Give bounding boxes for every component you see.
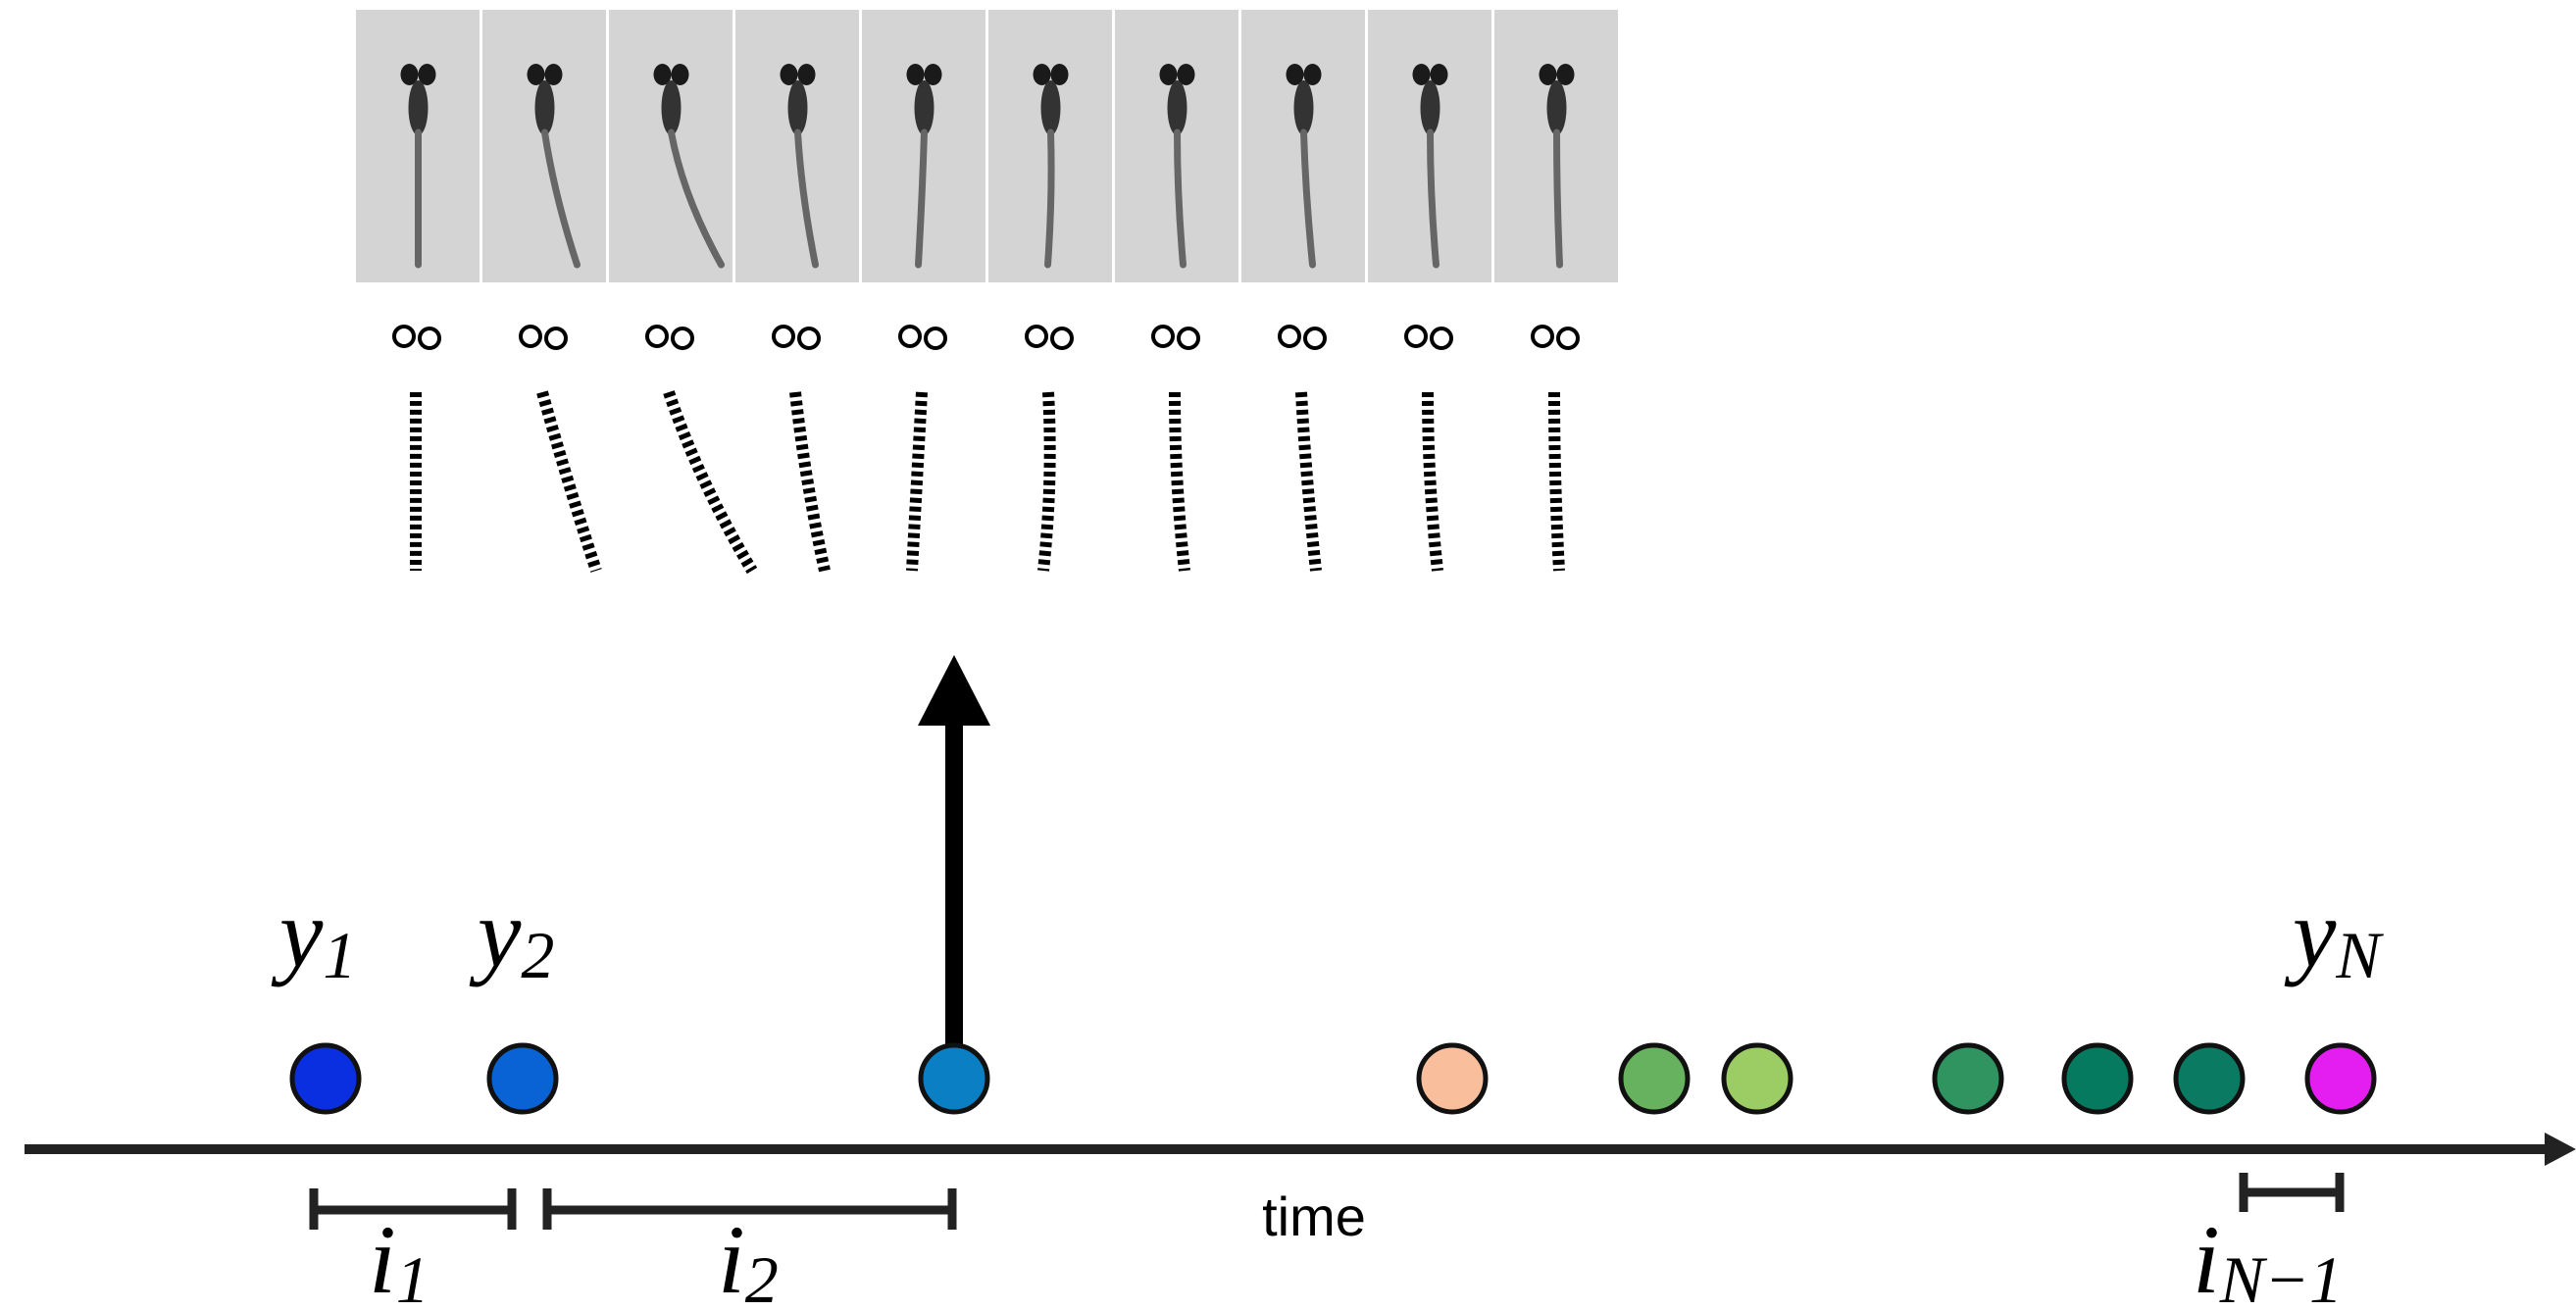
- pose-tail: [1548, 391, 1565, 572]
- pose-eye: [671, 327, 694, 350]
- event-dot: [486, 1042, 559, 1115]
- fish-eye: [1430, 64, 1448, 85]
- fish-eye: [1412, 64, 1431, 85]
- fish-body: [661, 80, 682, 135]
- video-frames: [356, 10, 1618, 282]
- arrow-head: [918, 655, 990, 726]
- fish-tail: [915, 128, 928, 269]
- pose-eye: [1025, 325, 1048, 348]
- fish-eye: [924, 64, 942, 85]
- fish-eye: [1303, 64, 1322, 85]
- fish-tail: [1427, 128, 1440, 269]
- pose-eye: [898, 325, 922, 348]
- fish-body: [914, 80, 934, 135]
- events: [289, 1042, 2377, 1115]
- interval-label: i1: [369, 1205, 429, 1311]
- pose-eye: [1531, 325, 1554, 348]
- pose-eye: [418, 327, 441, 350]
- event-label: y2: [469, 879, 554, 992]
- pose-tail: [906, 391, 928, 572]
- event-dot: [918, 1042, 990, 1115]
- interval-brackets: [309, 1173, 2345, 1230]
- interval-label: iN−1: [2193, 1205, 2343, 1311]
- fish-eye: [1556, 64, 1575, 85]
- event-dot: [289, 1042, 362, 1115]
- pose-eye: [645, 325, 669, 348]
- event-dot: [2061, 1042, 2134, 1115]
- pose-tail: [1037, 391, 1056, 572]
- event-dot: [2304, 1042, 2377, 1115]
- fish-eye: [797, 64, 816, 85]
- pose-eye: [1303, 327, 1327, 350]
- fish-eye: [1159, 64, 1178, 85]
- pose-eye: [1278, 325, 1301, 348]
- fish-body: [1546, 80, 1567, 135]
- pose-eye: [1151, 325, 1175, 348]
- pose-eye: [1177, 327, 1200, 350]
- fish-eye: [1539, 64, 1557, 85]
- fish-eye: [418, 64, 436, 85]
- interval-label: i2: [718, 1205, 779, 1311]
- pose-skeletons: [392, 325, 1580, 575]
- fish-body: [408, 80, 429, 135]
- fish-tail: [1044, 128, 1055, 269]
- pose-eye: [544, 327, 568, 350]
- fish-tail: [668, 128, 725, 269]
- fish-tail: [794, 128, 819, 269]
- fish-tail: [1553, 128, 1563, 269]
- fish-body: [787, 80, 808, 135]
- event-label: yN: [2284, 879, 2384, 992]
- fish-eye: [1050, 64, 1069, 85]
- fish-eye: [400, 64, 419, 85]
- pose-eye: [1404, 325, 1428, 348]
- pose-eye: [392, 325, 416, 348]
- fish-eye: [653, 64, 672, 85]
- fish-eye: [527, 64, 545, 85]
- pose-eye: [924, 327, 947, 350]
- fish-body: [1293, 80, 1314, 135]
- event-dot: [2173, 1042, 2246, 1115]
- pose-tail: [1422, 391, 1443, 572]
- event-label: y1: [271, 879, 356, 992]
- fish-eye: [544, 64, 563, 85]
- pose-tail: [663, 390, 758, 575]
- axis-label: time: [1262, 1185, 1366, 1247]
- event-dot: [1932, 1042, 2004, 1115]
- bracket: [542, 1188, 957, 1230]
- pose-eye: [519, 325, 542, 348]
- fish-eye: [671, 64, 689, 85]
- fish-eye: [1177, 64, 1195, 85]
- fish-eye: [1286, 64, 1304, 85]
- pose-eye: [1430, 327, 1453, 350]
- pose-eye: [797, 327, 821, 350]
- fish-eye: [906, 64, 925, 85]
- pose-tail: [1169, 391, 1190, 572]
- pose-tail: [1295, 391, 1322, 572]
- fish-body: [1420, 80, 1440, 135]
- fish-body: [1167, 80, 1187, 135]
- bracket: [309, 1188, 517, 1230]
- pose-tail: [536, 390, 602, 573]
- pose-eye: [1556, 327, 1580, 350]
- event-dot: [1416, 1042, 1489, 1115]
- fish-eye: [1033, 64, 1051, 85]
- fish-tail: [541, 128, 581, 269]
- event-dot: [1618, 1042, 1691, 1115]
- event-dot: [1721, 1042, 1793, 1115]
- fish-eye: [780, 64, 798, 85]
- fish-body: [534, 80, 555, 135]
- bracket: [2239, 1173, 2345, 1212]
- pose-tail: [789, 391, 831, 573]
- axis-arrow: [2545, 1133, 2576, 1166]
- fish-tail: [1174, 128, 1187, 269]
- pose-eye: [1050, 327, 1074, 350]
- fish-tail: [1300, 128, 1316, 269]
- fish-body: [1040, 80, 1061, 135]
- pose-eye: [772, 325, 795, 348]
